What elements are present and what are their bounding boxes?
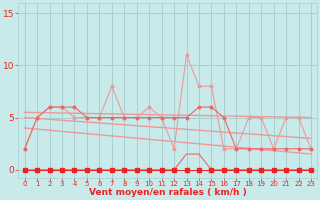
X-axis label: Vent moyen/en rafales ( km/h ): Vent moyen/en rafales ( km/h ): [89, 188, 247, 197]
